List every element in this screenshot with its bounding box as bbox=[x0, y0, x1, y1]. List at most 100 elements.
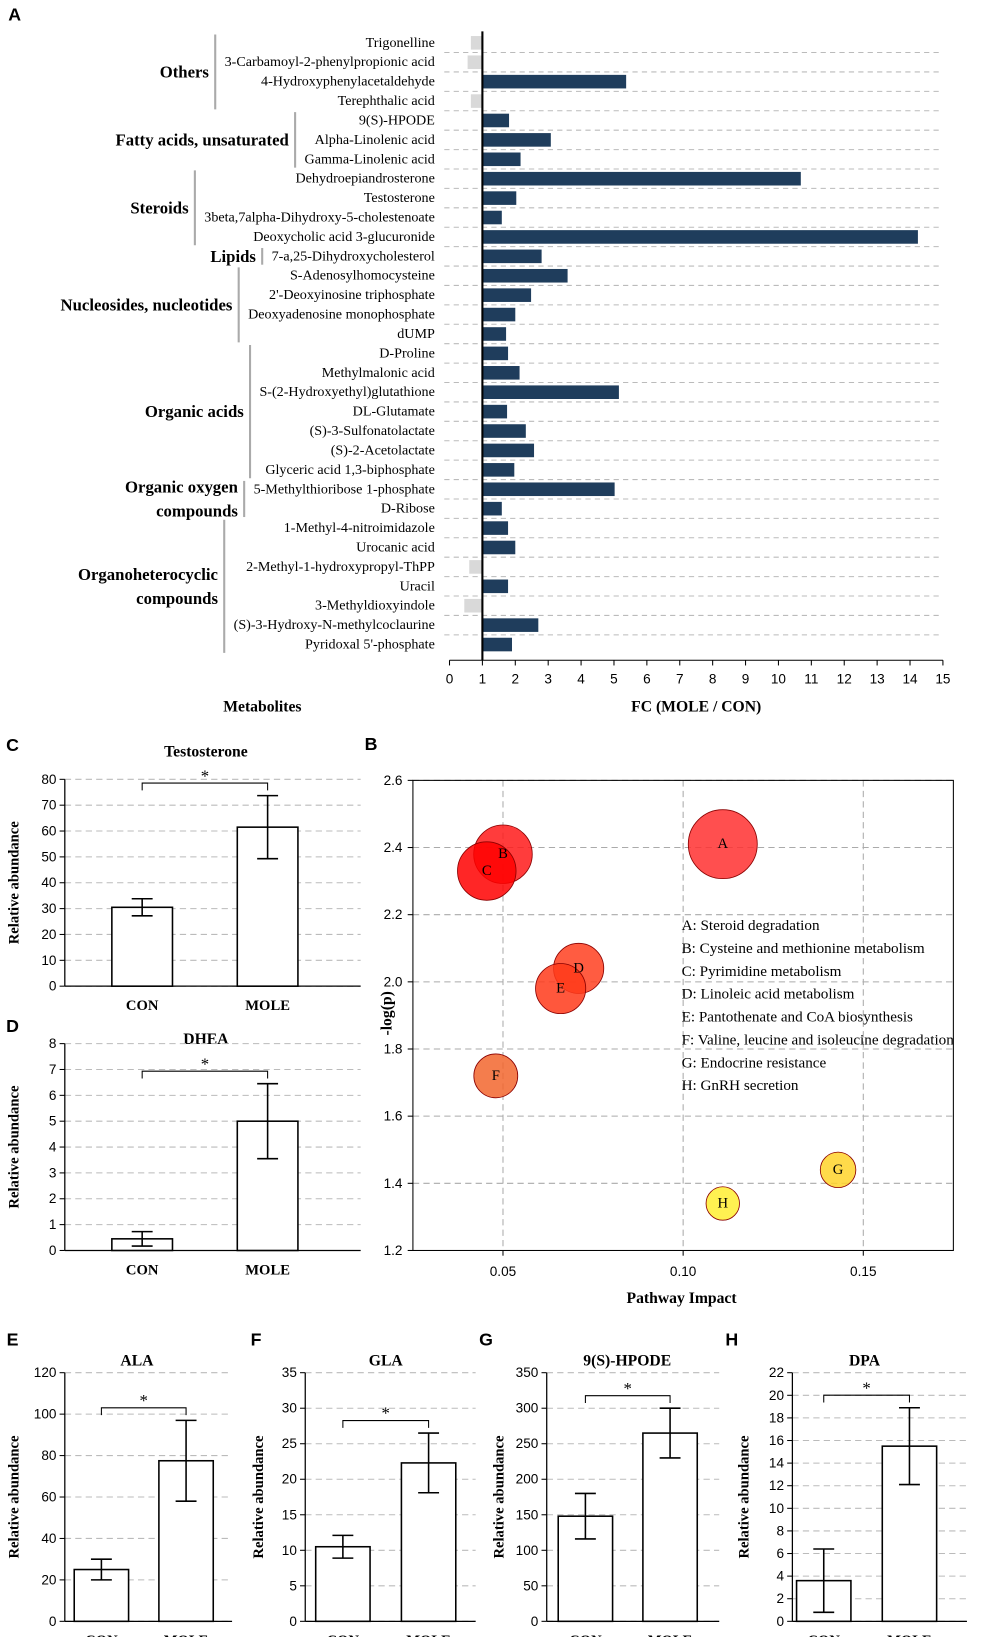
error-bar bbox=[899, 1406, 920, 1486]
x-tick-label: 0.10 bbox=[670, 1264, 697, 1279]
category-label: Pyridoxal 5'-phosphate bbox=[305, 637, 435, 653]
bar bbox=[482, 618, 539, 632]
y-tick-label: 3 bbox=[49, 1165, 57, 1180]
bar bbox=[482, 501, 502, 516]
y-tick-label: 8 bbox=[776, 1523, 784, 1538]
legend-entry: G: Endocrine resistance bbox=[682, 1054, 827, 1071]
group-label: compounds bbox=[136, 589, 218, 608]
bar bbox=[470, 94, 483, 108]
y-tick-label: 70 bbox=[41, 798, 57, 813]
category-label: 9(S)-HPODE bbox=[359, 112, 435, 128]
y-tick-label: 18 bbox=[769, 1410, 784, 1425]
y-tick-label: 100 bbox=[34, 1407, 57, 1422]
significance-label: * bbox=[862, 1378, 870, 1397]
y-tick-label: 60 bbox=[41, 824, 57, 839]
y-axis-title: Relative abundance bbox=[7, 821, 23, 945]
category-label: 2-Methyl-1-hydroxypropyl-ThPP bbox=[246, 559, 435, 575]
y-tick-label: 2 bbox=[49, 1191, 57, 1206]
y-tick-label: 20 bbox=[769, 1388, 785, 1403]
significance-bracket bbox=[584, 1395, 671, 1403]
category-label: dUMP bbox=[397, 326, 435, 342]
x-tick-label: 7 bbox=[676, 672, 684, 687]
group-label: Fatty acids, unsaturated bbox=[116, 130, 290, 149]
significance-bracket bbox=[141, 782, 269, 791]
category-label: Urocanic acid bbox=[356, 539, 435, 555]
significance-bracket bbox=[100, 1407, 187, 1416]
y-tick-label: 120 bbox=[34, 1365, 57, 1380]
y-tick-label: 30 bbox=[282, 1401, 298, 1416]
x-tick-label: 2 bbox=[512, 672, 520, 687]
category-label: 2'-Deoxyinosine triphosphate bbox=[269, 287, 435, 303]
bar bbox=[482, 74, 627, 89]
error-bar bbox=[90, 1558, 112, 1581]
error-bar bbox=[332, 1534, 354, 1559]
x-tick-label: 4 bbox=[577, 672, 585, 687]
chart-title: DHEA bbox=[183, 1031, 229, 1048]
bubble-label: F bbox=[492, 1068, 500, 1084]
category-label: Trigonelline bbox=[366, 35, 435, 51]
x-tick-label: 10 bbox=[771, 672, 787, 687]
legend-entry: A: Steroid degradation bbox=[682, 917, 820, 934]
x-tick-label: 9 bbox=[742, 672, 750, 687]
y-tick-label: 4 bbox=[776, 1569, 784, 1584]
bar bbox=[482, 424, 526, 438]
x-tick-label: MOLE bbox=[245, 1262, 290, 1278]
bar bbox=[482, 443, 535, 458]
x-tick-label: 0.15 bbox=[850, 1264, 876, 1279]
bar bbox=[482, 249, 542, 264]
group-label: Nucleosides, nucleotides bbox=[61, 295, 233, 314]
y-axis-title: Relative abundance bbox=[251, 1435, 267, 1559]
y-axis-title: Relative abundance bbox=[492, 1435, 508, 1559]
category-label: Uracil bbox=[400, 578, 435, 594]
category-label: Gamma-Linolenic acid bbox=[305, 151, 435, 167]
error-bar bbox=[418, 1432, 440, 1494]
group-label: Steroids bbox=[130, 198, 189, 217]
x-tick-label: CON bbox=[807, 1633, 840, 1637]
bar bbox=[469, 560, 483, 574]
y-tick-label: 2.6 bbox=[384, 773, 403, 788]
y-tick-label: 16 bbox=[769, 1433, 784, 1448]
bar bbox=[482, 540, 516, 555]
y-tick-label: 20 bbox=[41, 1572, 57, 1587]
category-label: S-Adenosylhomocysteine bbox=[290, 268, 435, 284]
bubble bbox=[473, 1053, 519, 1099]
y-tick-label: 1.2 bbox=[384, 1243, 403, 1258]
category-label: (S)-2-Acetolactate bbox=[331, 442, 435, 458]
x-tick-label: CON bbox=[569, 1633, 602, 1637]
bar bbox=[482, 288, 532, 302]
y-tick-label: 1.6 bbox=[384, 1109, 403, 1124]
y-axis-title: Relative abundance bbox=[736, 1435, 752, 1559]
y-tick-label: 1 bbox=[49, 1217, 57, 1232]
x-tick-label: 6 bbox=[643, 672, 651, 687]
bubble-label: B bbox=[498, 846, 508, 862]
panel-letter: C bbox=[6, 735, 19, 755]
bar bbox=[470, 36, 483, 50]
y-tick-label: 50 bbox=[41, 849, 57, 864]
y-tick-label: 20 bbox=[41, 927, 57, 942]
bar bbox=[482, 133, 551, 147]
y-axis-title: -log(p) bbox=[378, 991, 395, 1035]
group-label: Organic oxygen bbox=[125, 477, 239, 496]
plot-frame bbox=[412, 779, 954, 1251]
error-bar bbox=[659, 1407, 681, 1459]
x-axis-title: FC (MOLE / CON) bbox=[631, 699, 761, 716]
significance-label: * bbox=[201, 766, 209, 785]
category-label: D-Ribose bbox=[381, 501, 435, 517]
legend-entry: F: Valine, leucine and isoleucine degrad… bbox=[682, 1031, 955, 1048]
bar bbox=[482, 346, 509, 361]
y-tick-label: 0 bbox=[49, 1243, 57, 1258]
bar bbox=[111, 906, 174, 987]
error-bar bbox=[257, 1082, 279, 1160]
error-bar bbox=[131, 897, 153, 917]
category-label: 3-Carbamoyl-2-phenylpropionic acid bbox=[225, 54, 435, 70]
legend-entry: C: Pyrimidine metabolism bbox=[682, 963, 842, 980]
category-label: 3-Methyldioxyindole bbox=[315, 598, 435, 614]
x-tick-label: CON bbox=[85, 1633, 118, 1637]
bubble-label: D bbox=[573, 960, 584, 976]
bar bbox=[400, 1462, 457, 1623]
panel-letter: A bbox=[8, 5, 21, 25]
y-axis-title: Relative abundance bbox=[7, 1435, 23, 1559]
category-label: (S)-3-Hydroxy-N-methylcoclaurine bbox=[234, 617, 435, 633]
bar bbox=[482, 327, 507, 341]
